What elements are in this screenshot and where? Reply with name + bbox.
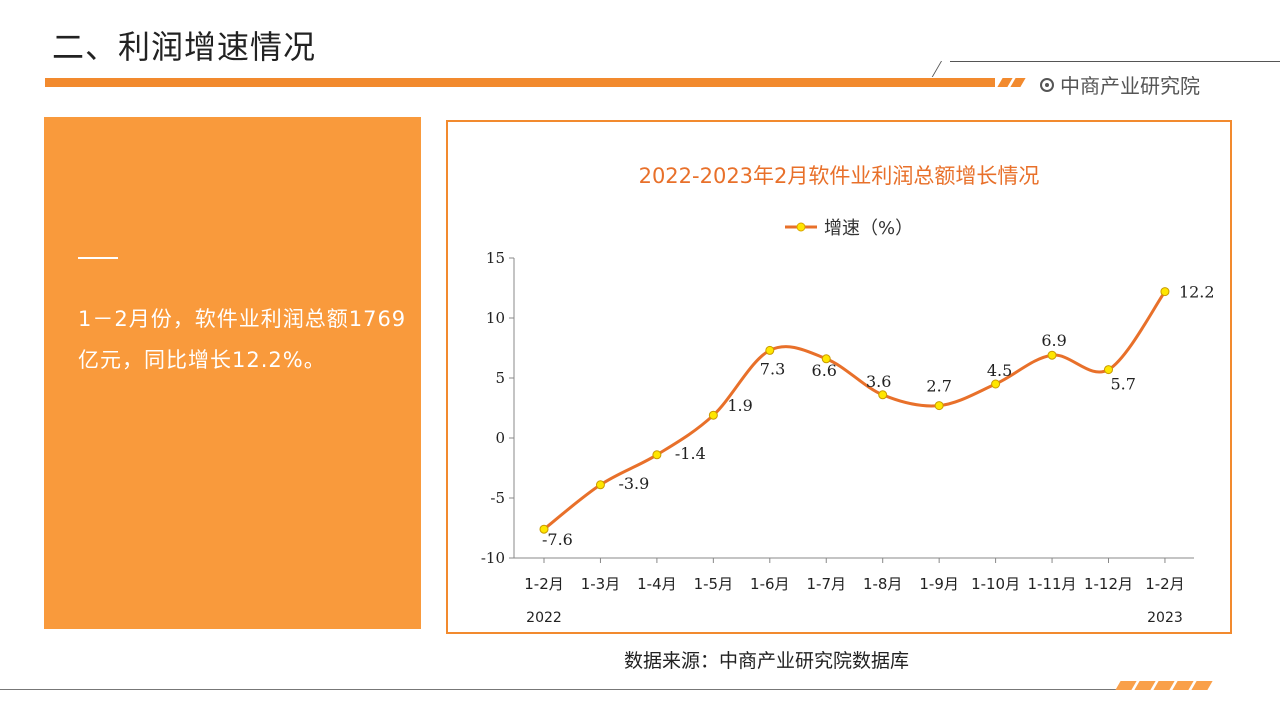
data-point [878,390,888,400]
series-line-growth [543,290,1167,531]
summary-rule [78,257,118,259]
chart-container: 2022-2023年2月软件业利润总额增长情况 增速（%） 15 10 5 0 -5 -1… [446,120,1232,634]
data-label: 4.5 [987,361,1012,380]
summary-panel: 1－2月份，软件业利润总额1769亿元，同比增长12.2%。 [44,117,421,629]
x-tick-label: 1-5月 [694,575,734,593]
y-tick-label: -10 [481,549,505,567]
y-tick-label: 5 [495,369,505,387]
x-tick-label: 1-6月 [750,575,790,593]
x-tick-label: 1-4月 [637,575,677,593]
page-title: 二、利润增速情况 [52,28,317,66]
data-label: 6.9 [1041,331,1066,350]
legend-label: 增速（%） [824,218,914,239]
year-label: 2023 [1147,610,1183,626]
x-tick-label: 1-12月 [1084,575,1133,593]
data-point [934,401,944,411]
x-tick-label: 1-2月 [1145,575,1185,593]
footer-divider [0,689,1130,690]
data-point [1047,350,1057,360]
data-label: -7.6 [542,530,573,549]
brand: 中商产业研究院 [1040,70,1200,99]
chart-title: 2022-2023年2月软件业利润总额增长情况 [638,164,1040,188]
data-label: 12.2 [1179,283,1215,302]
header-accent-bar [45,78,995,87]
x-tick-label: 1-2月 [524,575,564,593]
header-stripes [997,78,1026,87]
y-tick-label: 0 [495,429,505,447]
data-point [539,524,549,534]
line-chart: 15 10 5 0 -5 -10 1-2月 1-3月 1-4月 1-5月 1-6月 1-7月 1-8月 1… [481,249,1215,626]
y-tick-label: -5 [490,489,505,507]
x-tick-label: 1-11月 [1028,575,1077,593]
data-point [708,410,718,420]
data-label: 3.6 [866,372,891,391]
data-label: 2.7 [926,377,951,396]
x-tick-label: 1-7月 [807,575,847,593]
brand-logo-icon [1040,77,1054,92]
data-point [821,354,831,364]
summary-text: 1－2月份，软件业利润总额1769亿元，同比增长12.2%。 [78,307,407,372]
data-point [652,450,662,460]
legend-line-icon [785,222,817,232]
data-point [595,480,605,490]
brand-name: 中商产业研究院 [1060,74,1200,98]
x-tick-label: 1-10月 [971,575,1020,593]
data-point [1104,365,1113,375]
chart-legend: 增速（%） [784,214,913,240]
data-label: 6.6 [812,361,837,380]
data-point [1160,287,1170,297]
data-label: -1.4 [675,444,706,463]
data-label: 7.3 [760,359,785,378]
x-tick-label: 1-8月 [863,575,903,593]
data-source: 数据来源：中商产业研究院数据库 [624,650,910,672]
x-tick-label: 1-9月 [919,575,959,593]
footer-stripes [1115,681,1213,690]
x-tick-label: 1-3月 [581,575,621,593]
data-point [991,379,1001,389]
header-divider-slant [931,61,942,77]
y-tick-label: 15 [486,249,505,267]
year-label: 2022 [526,610,562,626]
data-label: -3.9 [618,474,649,493]
data-point [765,345,775,355]
data-label: 5.7 [1111,375,1136,394]
data-label: 1.9 [727,396,752,415]
y-tick-label: 10 [486,309,505,327]
header-divider [950,61,1280,62]
